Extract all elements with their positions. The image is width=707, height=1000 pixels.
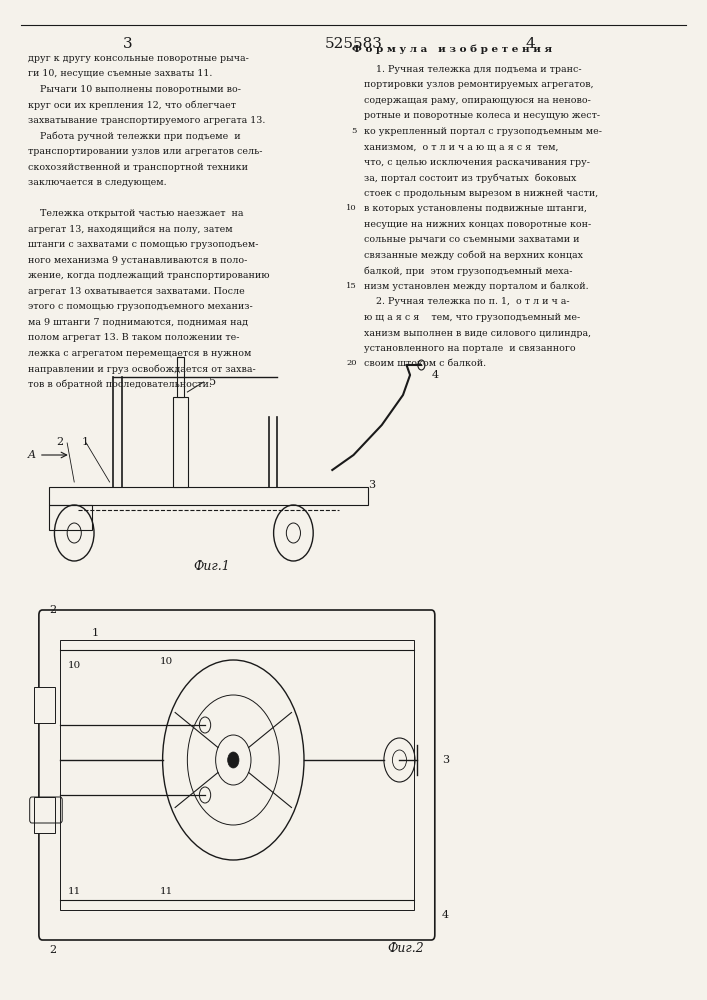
Text: 10: 10 — [160, 658, 173, 666]
Text: 3: 3 — [442, 755, 449, 765]
Text: транспортировании узлов или агрегатов сель-: транспортировании узлов или агрегатов се… — [28, 147, 263, 156]
Text: ги 10, несущие съемные захваты 11.: ги 10, несущие съемные захваты 11. — [28, 70, 213, 79]
Text: жение, когда подлежащий транспортированию: жение, когда подлежащий транспортировани… — [28, 271, 270, 280]
Text: захватывание транспортируемого агрегата 13.: захватывание транспортируемого агрегата … — [28, 116, 266, 125]
Text: 4: 4 — [525, 37, 535, 51]
Bar — [60, 640, 414, 910]
Text: Ф о р м у л а   и з о б р е т е н и я: Ф о р м у л а и з о б р е т е н и я — [352, 45, 553, 54]
Text: круг оси их крепления 12, что облегчает: круг оси их крепления 12, что облегчает — [28, 101, 236, 110]
Text: 11: 11 — [160, 888, 173, 896]
Text: агрегат 13, находящийся на полу, затем: агрегат 13, находящийся на полу, затем — [28, 225, 233, 233]
Text: лежка с агрегатом перемещается в нужном: лежка с агрегатом перемещается в нужном — [28, 349, 252, 358]
Text: за, портал состоит из трубчатых  боковых: за, портал состоит из трубчатых боковых — [364, 174, 576, 183]
Bar — [49, 487, 368, 505]
Text: скохозяйственной и транспортной техники: скохозяйственной и транспортной техники — [28, 163, 248, 172]
Bar — [49, 505, 92, 530]
Text: ханизмом,  о т л и ч а ю щ а я с я  тем,: ханизмом, о т л и ч а ю щ а я с я тем, — [364, 142, 559, 151]
Text: содержащая раму, опирающуюся на неново-: содержащая раму, опирающуюся на неново- — [364, 96, 591, 105]
Bar — [177, 357, 184, 397]
Text: 2. Ручная тележка по п. 1,  о т л и ч а-: 2. Ручная тележка по п. 1, о т л и ч а- — [364, 297, 570, 306]
Text: связанные между собой на верхних концах: связанные между собой на верхних концах — [364, 251, 583, 260]
Text: установленного на портале  и связанного: установленного на портале и связанного — [364, 344, 575, 353]
Text: агрегат 13 охватывается захватами. После: агрегат 13 охватывается захватами. После — [28, 286, 245, 296]
Text: Фиг.2: Фиг.2 — [387, 942, 424, 955]
Text: 5: 5 — [351, 127, 357, 135]
Text: ма 9 штанги 7 поднимаются, поднимая над: ма 9 штанги 7 поднимаются, поднимая над — [28, 318, 248, 327]
Bar — [173, 397, 188, 487]
Text: 3: 3 — [122, 37, 132, 51]
Text: несущие на нижних концах поворотные кон-: несущие на нижних концах поворотные кон- — [364, 220, 591, 229]
Text: низм установлен между порталом и балкой.: низм установлен между порталом и балкой. — [364, 282, 589, 291]
Text: балкой, при  этом грузоподъемный меха-: балкой, при этом грузоподъемный меха- — [364, 266, 573, 276]
Text: 20: 20 — [346, 359, 357, 367]
Text: 4: 4 — [442, 910, 449, 920]
Text: сольные рычаги со съемными захватами и: сольные рычаги со съемными захватами и — [364, 235, 580, 244]
Text: штанги с захватами с помощью грузоподъем-: штанги с захватами с помощью грузоподъем… — [28, 240, 259, 249]
Text: ю щ а я с я    тем, что грузоподъемный ме-: ю щ а я с я тем, что грузоподъемный ме- — [364, 313, 580, 322]
Text: Фиг.1: Фиг.1 — [194, 560, 230, 573]
Bar — [34, 797, 55, 833]
Text: этого с помощью грузоподъемного механиз-: этого с помощью грузоподъемного механиз- — [28, 302, 253, 311]
Text: ханизм выполнен в виде силового цилиндра,: ханизм выполнен в виде силового цилиндра… — [364, 328, 591, 338]
Circle shape — [228, 752, 239, 768]
Text: Рычаги 10 выполнены поворотными во-: Рычаги 10 выполнены поворотными во- — [28, 85, 241, 94]
Text: 1: 1 — [81, 437, 88, 447]
Text: 10: 10 — [68, 660, 81, 670]
Text: 2: 2 — [49, 945, 57, 955]
Text: 525583: 525583 — [325, 37, 382, 51]
Text: 5: 5 — [209, 377, 216, 387]
Text: Тележка открытой частью наезжает  на: Тележка открытой частью наезжает на — [28, 209, 244, 218]
Text: 1: 1 — [92, 628, 99, 638]
Text: 11: 11 — [68, 888, 81, 896]
Text: что, с целью исключения раскачивания гру-: что, с целью исключения раскачивания гру… — [364, 158, 590, 167]
Text: 3: 3 — [368, 480, 375, 490]
Text: 2: 2 — [57, 437, 64, 447]
Text: 1. Ручная тележка для подъема и транс-: 1. Ручная тележка для подъема и транс- — [364, 65, 582, 74]
Text: стоек с продольным вырезом в нижней части,: стоек с продольным вырезом в нижней част… — [364, 189, 598, 198]
Text: заключается в следующем.: заключается в следующем. — [28, 178, 167, 187]
Bar — [34, 687, 55, 723]
Text: Работа ручной тележки при подъеме  и: Работа ручной тележки при подъеме и — [28, 132, 241, 141]
Text: 15: 15 — [346, 282, 357, 290]
Text: 4: 4 — [431, 370, 438, 380]
Text: A: A — [28, 450, 36, 460]
Text: направлении и груз освобождается от захва-: направлении и груз освобождается от захв… — [28, 364, 256, 374]
Text: в которых установлены подвижные штанги,: в которых установлены подвижные штанги, — [364, 204, 587, 213]
Text: полом агрегат 13. В таком положении те-: полом агрегат 13. В таком положении те- — [28, 333, 240, 342]
Text: 10: 10 — [346, 204, 357, 212]
Text: ко укрепленный портал с грузоподъемным ме-: ко укрепленный портал с грузоподъемным м… — [364, 127, 602, 136]
Text: портировки узлов ремонтируемых агрегатов,: портировки узлов ремонтируемых агрегатов… — [364, 80, 594, 89]
Text: тов в обратной последовательности.: тов в обратной последовательности. — [28, 380, 212, 389]
Text: 2: 2 — [49, 605, 57, 615]
Text: друг к другу консольные поворотные рыча-: друг к другу консольные поворотные рыча- — [28, 54, 249, 63]
Text: ротные и поворотные колеса и несущую жест-: ротные и поворотные колеса и несущую жес… — [364, 111, 600, 120]
Text: ного механизма 9 устанавливаются в поло-: ного механизма 9 устанавливаются в поло- — [28, 256, 247, 265]
Text: своим штоком с балкой.: своим штоком с балкой. — [364, 359, 486, 368]
